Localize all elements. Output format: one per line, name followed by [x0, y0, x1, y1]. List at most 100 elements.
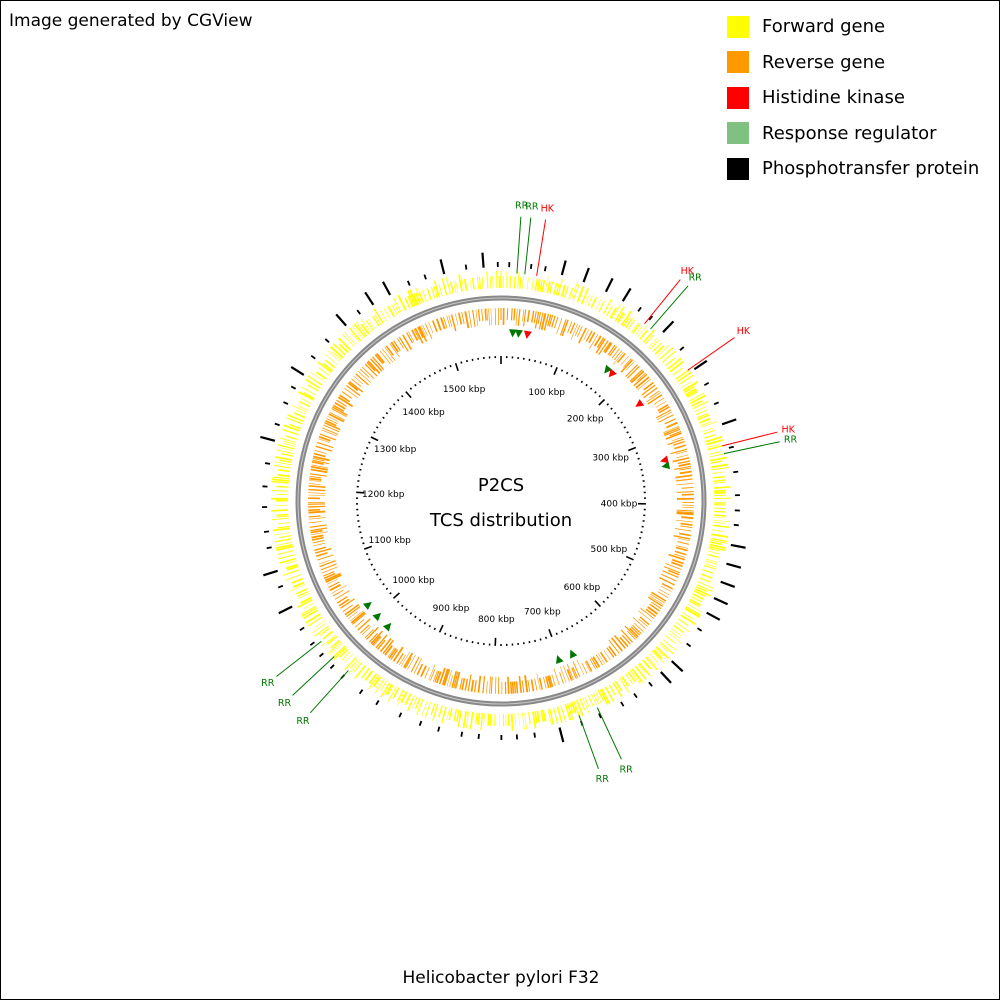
reverse-gene-mark: [488, 308, 490, 326]
reverse-gene-mark: [585, 330, 593, 342]
reverse-gene-mark: [646, 392, 661, 403]
forward-gene-mark: [286, 563, 299, 570]
reverse-gene-mark: [308, 510, 326, 514]
scale-label: 1400 kbp: [402, 408, 445, 418]
forward-gene-mark: [300, 397, 312, 404]
reverse-gene-mark: [338, 598, 350, 607]
reverse-gene-mark: [598, 340, 609, 355]
forward-gene-mark: [380, 310, 388, 322]
reverse-gene-mark: [675, 519, 693, 523]
reverse-gene-mark: [657, 591, 669, 599]
forward-gene-mark: [355, 322, 368, 336]
forward-gene-mark: [276, 515, 289, 518]
forward-gene-mark: [391, 304, 398, 316]
forward-gene-mark: [642, 329, 656, 343]
forward-gene-mark: [694, 406, 706, 413]
reverse-gene-mark: [604, 342, 613, 354]
forward-gene-mark: [566, 703, 574, 720]
forward-gene-mark: [332, 351, 342, 361]
reverse-gene-mark: [664, 428, 681, 437]
forward-gene-mark: [407, 295, 414, 308]
tcs-marker-tick: [733, 470, 739, 474]
reverse-gene-mark: [308, 494, 326, 496]
forward-gene-mark: [685, 606, 702, 616]
reverse-gene-mark: [446, 669, 453, 687]
tcs-marker-tick: [277, 584, 284, 589]
forward-gene-mark: [277, 473, 290, 478]
forward-gene-mark: [699, 577, 712, 583]
forward-gene-mark: [573, 700, 581, 718]
scale-label: 300 kbp: [592, 453, 629, 463]
forward-gene-mark: [711, 529, 724, 532]
scale-minor-tick: [433, 371, 436, 375]
reverse-gene-mark: [596, 337, 605, 349]
forward-gene-mark: [710, 460, 723, 464]
forward-gene-mark: [619, 677, 630, 693]
forward-gene-mark: [524, 712, 527, 730]
scale-minor-tick: [635, 547, 639, 550]
reverse-gene-mark: [675, 450, 688, 455]
reverse-gene-mark: [608, 639, 620, 654]
reverse-gene-mark: [489, 676, 492, 694]
scale-minor-tick: [617, 416, 620, 419]
reverse-gene-mark: [513, 308, 516, 321]
forward-gene-mark: [713, 514, 726, 517]
reverse-gene-mark: [660, 585, 672, 592]
scale-minor-tick: [626, 568, 629, 571]
forward-gene-mark: [695, 409, 707, 416]
forward-gene-mark: [662, 639, 677, 651]
reverse-gene-mark: [669, 430, 682, 437]
scale-minor-tick: [460, 361, 463, 364]
reverse-gene-mark: [464, 311, 470, 329]
reverse-gene-mark: [387, 647, 396, 658]
forward-gene-mark: [471, 277, 475, 290]
reverse-gene-mark: [315, 552, 328, 557]
forward-gene-mark: [709, 456, 727, 462]
forward-gene-mark: [712, 475, 725, 479]
reverse-gene-mark: [678, 538, 690, 541]
forward-gene-mark: [620, 675, 630, 687]
reverse-gene-mark: [309, 473, 327, 477]
reverse-gene-mark: [354, 619, 365, 628]
reverse-gene-mark: [482, 676, 486, 694]
reverse-gene-mark: [346, 384, 361, 397]
forward-gene-mark: [712, 471, 725, 474]
forward-gene-mark: [627, 671, 636, 683]
reverse-gene-mark: [334, 590, 350, 600]
reverse-gene-mark: [374, 354, 384, 365]
hk-label: HK: [737, 326, 751, 337]
reverse-gene-mark: [420, 665, 427, 678]
reverse-gene-mark: [337, 396, 354, 408]
forward-gene-mark: [579, 698, 586, 711]
rr-label: RR: [261, 678, 275, 689]
reverse-gene-mark: [336, 399, 347, 407]
forward-gene-mark: [668, 632, 682, 644]
forward-gene-mark: [688, 392, 705, 402]
reverse-gene-mark: [370, 630, 384, 645]
forward-gene-mark: [368, 673, 378, 685]
scale-minor-tick: [545, 636, 548, 639]
tcs-marker-tick: [364, 291, 375, 306]
tcs-marker-tick: [543, 266, 547, 272]
scale-minor-tick: [566, 627, 569, 631]
forward-gene-mark: [430, 703, 436, 716]
scale-minor-tick: [589, 612, 593, 615]
tcs-marker-tick: [260, 435, 276, 442]
callout-line: [687, 337, 735, 371]
reverse-gene-mark: [424, 323, 433, 340]
reverse-gene-mark: [583, 329, 590, 341]
reverse-gene-mark: [526, 309, 531, 323]
scale-minor-tick: [631, 441, 634, 444]
forward-gene-mark: [616, 311, 625, 323]
scale-minor-tick: [637, 542, 640, 545]
forward-gene-mark: [710, 539, 728, 544]
forward-gene-mark: [278, 554, 295, 560]
forward-gene-mark: [707, 444, 719, 448]
forward-gene-mark: [692, 400, 709, 410]
reverse-gene-mark: [607, 344, 616, 356]
tcs-marker-tick: [720, 580, 736, 588]
reverse-gene-mark: [308, 517, 326, 520]
forward-gene-mark: [649, 653, 658, 663]
forward-gene-mark: [624, 318, 633, 329]
